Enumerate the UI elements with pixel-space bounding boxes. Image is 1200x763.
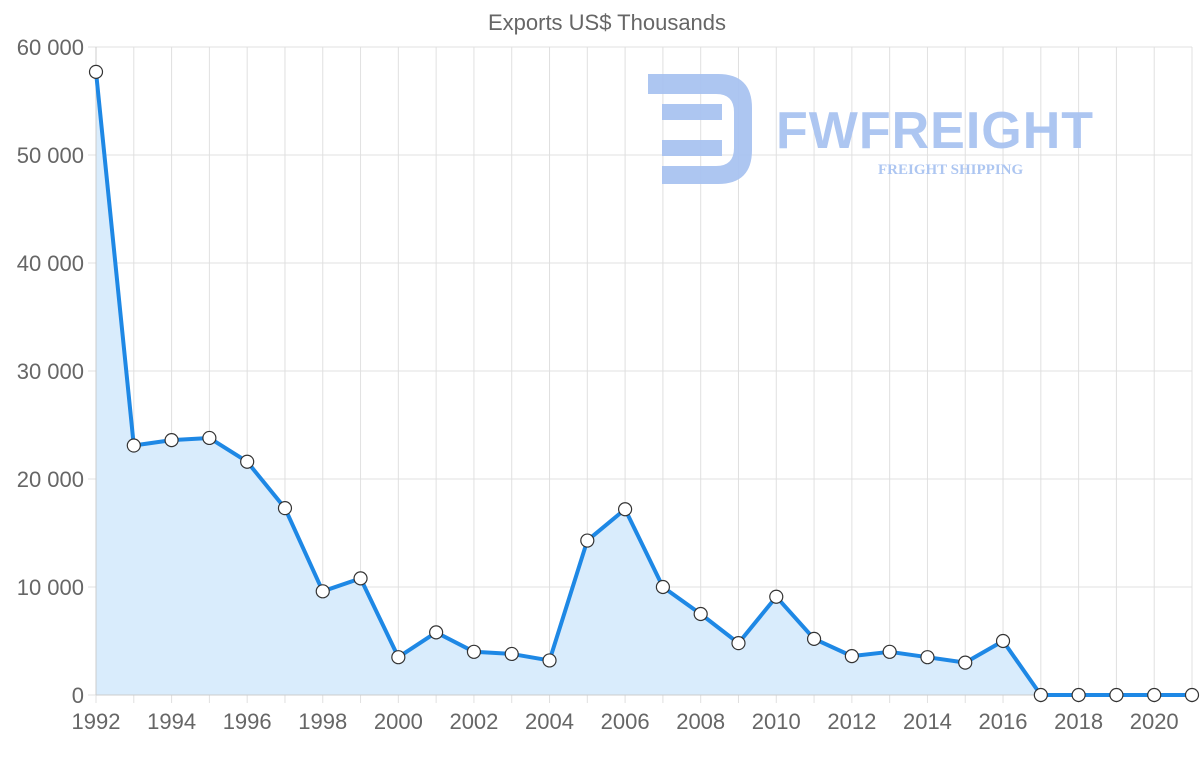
data-point-2011[interactable] [806, 631, 822, 646]
data-point-2016[interactable] [995, 633, 1011, 649]
data-point-1999[interactable] [353, 571, 368, 586]
data-point-2005[interactable] [580, 533, 595, 548]
axes [95, 47, 1192, 696]
data-point-2014[interactable] [920, 650, 935, 665]
y-tick-label: 10 000 [17, 575, 84, 600]
y-tick-label: 60 000 [17, 35, 84, 60]
data-point-1994[interactable] [164, 433, 179, 448]
data-point-2013[interactable] [882, 644, 897, 659]
data-point-1995[interactable] [202, 430, 217, 446]
data-point-2020[interactable] [1147, 687, 1162, 703]
data-point-1996[interactable] [240, 454, 255, 469]
data-point-2007[interactable] [655, 579, 670, 595]
x-tick-label: 2020 [1130, 709, 1179, 734]
data-point-2019[interactable] [1109, 687, 1124, 703]
x-tick-label: 2008 [676, 709, 725, 734]
data-point-2004[interactable] [542, 653, 557, 668]
series-line-path [94, 69, 1194, 697]
data-point-2008[interactable] [693, 606, 708, 622]
y-tick-label: 40 000 [17, 251, 84, 276]
data-point-1998[interactable] [315, 584, 330, 599]
series-line [94, 69, 1194, 697]
chart-title: Exports US$ Thousands [488, 10, 726, 35]
x-tick-label: 2016 [979, 709, 1028, 734]
x-tick-label: 2004 [525, 709, 574, 734]
x-tick-label: 2012 [827, 709, 876, 734]
y-tick-label: 30 000 [17, 359, 84, 384]
x-tick-label: 1998 [298, 709, 347, 734]
data-point-2000[interactable] [391, 650, 406, 665]
data-point-2002[interactable] [466, 644, 482, 659]
data-point-1993[interactable] [126, 438, 141, 453]
data-points [88, 64, 1200, 703]
data-point-2003[interactable] [504, 646, 519, 662]
x-axis-ticks: 1992 1994 1996 1998 2000 2002 2004 2006 2008 2010… [72, 709, 1179, 734]
y-tick-label: 20 000 [17, 467, 84, 492]
x-tick-label: 1996 [223, 709, 272, 734]
data-point-2018[interactable] [1071, 687, 1086, 703]
fwfreight-logo-mark-icon [648, 74, 752, 184]
data-point-2021[interactable] [1184, 687, 1200, 703]
x-tick-label: 2006 [601, 709, 650, 734]
logo-tagline: FREIGHT SHIPPING [878, 162, 1023, 178]
area-fill [96, 71, 1192, 696]
data-point-2009[interactable] [731, 636, 746, 651]
x-tick-label: 2014 [903, 709, 952, 734]
x-tick-label: 1994 [147, 709, 196, 734]
x-tick-label: 2002 [449, 709, 498, 734]
data-point-2012[interactable] [844, 649, 859, 664]
data-point-2001[interactable] [429, 625, 444, 640]
series-area [96, 71, 1192, 696]
data-point-1992[interactable] [88, 64, 104, 79]
y-tick-label: 50 000 [17, 143, 84, 168]
y-tick-label: 0 [72, 683, 84, 708]
x-tick-label: 1992 [72, 709, 121, 734]
logo-wordmark: FWFREIGHT [776, 102, 1094, 160]
x-tick-label: 2010 [752, 709, 801, 734]
data-point-2006[interactable] [618, 502, 633, 517]
x-tick-label: 2018 [1054, 709, 1103, 734]
data-point-1997[interactable] [277, 501, 293, 516]
x-tick-label: 2000 [374, 709, 423, 734]
data-point-2017[interactable] [1033, 687, 1048, 703]
fwfreight-logo: FWFREIGHT FREIGHT SHIPPING [648, 74, 1094, 184]
y-axis-ticks: 0 10 000 20 000 30 000 40 000 50 000 60 000 [17, 35, 84, 708]
data-point-2015[interactable] [958, 655, 973, 670]
data-point-2010[interactable] [769, 589, 784, 604]
